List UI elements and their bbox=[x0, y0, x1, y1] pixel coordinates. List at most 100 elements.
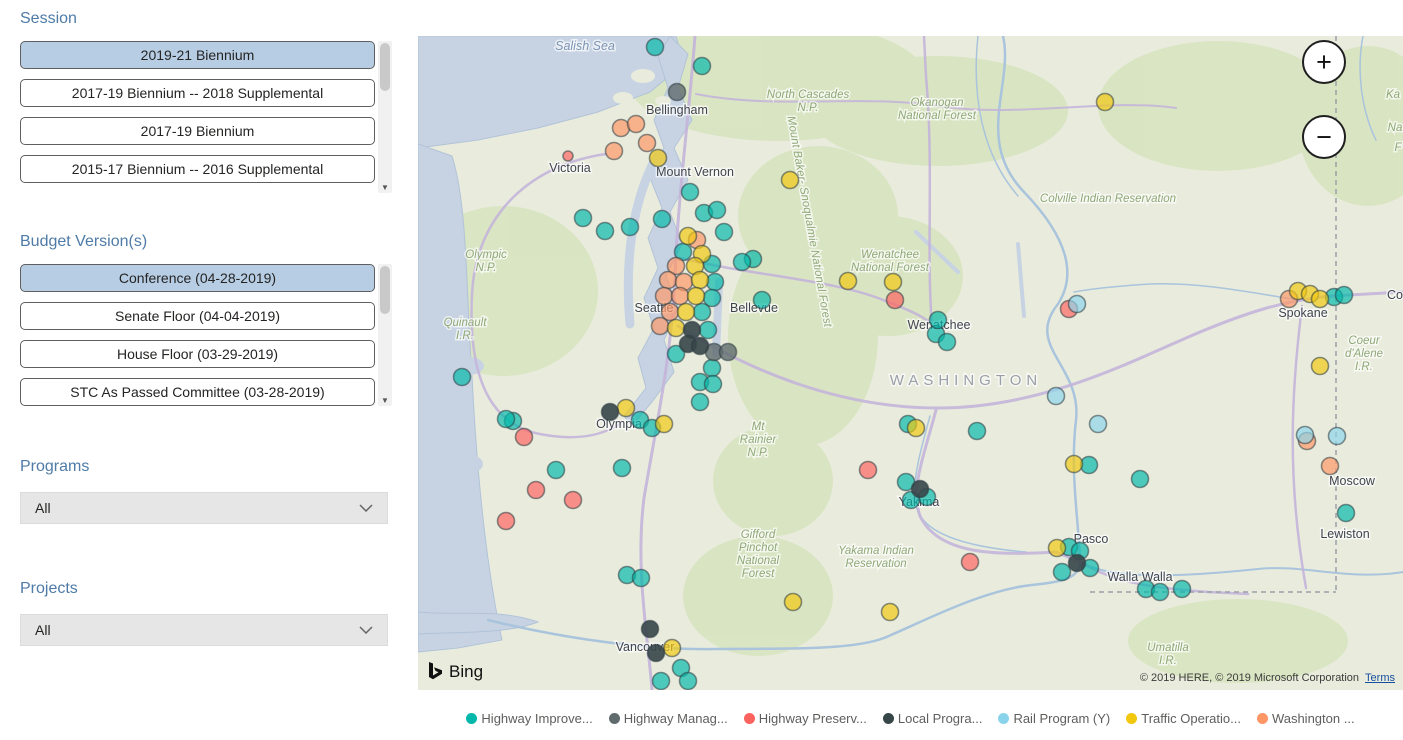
legend-item[interactable]: Traffic Operatio... bbox=[1126, 711, 1241, 726]
map-point-ws[interactable] bbox=[654, 286, 674, 306]
map-point-hi[interactable] bbox=[698, 320, 718, 340]
map-point-hi[interactable] bbox=[452, 367, 472, 387]
map-point-lp[interactable] bbox=[600, 402, 620, 422]
zoom-out-button[interactable]: − bbox=[1302, 115, 1346, 159]
terms-link[interactable]: Terms bbox=[1365, 672, 1395, 684]
map-point-hi[interactable] bbox=[652, 209, 672, 229]
map-point-to[interactable] bbox=[883, 272, 903, 292]
map-point-to[interactable] bbox=[1095, 92, 1115, 112]
zoom-in-button[interactable]: + bbox=[1302, 40, 1346, 84]
budget-option[interactable]: House Floor (03-29-2019) bbox=[20, 340, 375, 368]
map-point-lp[interactable] bbox=[640, 619, 660, 639]
map-point-hi[interactable] bbox=[666, 344, 686, 364]
map-point-to[interactable] bbox=[662, 638, 682, 658]
map-point-hi[interactable] bbox=[595, 221, 615, 241]
map-point-hi[interactable] bbox=[1130, 469, 1150, 489]
map-point-rp[interactable] bbox=[1295, 425, 1315, 445]
scrollbar-thumb[interactable] bbox=[380, 43, 390, 91]
map-point-hi[interactable] bbox=[1172, 579, 1192, 599]
scroll-down-icon[interactable]: ▼ bbox=[381, 396, 389, 405]
map-point-hi[interactable] bbox=[612, 458, 632, 478]
map-point-hp[interactable] bbox=[496, 511, 516, 531]
map-point-ws[interactable] bbox=[666, 256, 686, 276]
map-point-ws[interactable] bbox=[604, 141, 624, 161]
map-point-to[interactable] bbox=[783, 592, 803, 612]
map-point-hi[interactable] bbox=[937, 332, 957, 352]
map-point-hi[interactable] bbox=[678, 671, 698, 690]
map-point-hm[interactable] bbox=[718, 342, 738, 362]
legend-item[interactable]: Washington ... bbox=[1256, 711, 1355, 726]
map-point-ws[interactable] bbox=[658, 270, 678, 290]
map-point-to[interactable] bbox=[1047, 538, 1067, 558]
map-point-hp[interactable] bbox=[526, 480, 546, 500]
map-point-to[interactable] bbox=[648, 148, 668, 168]
map-point-lp[interactable] bbox=[910, 479, 930, 499]
map-point-hi[interactable] bbox=[703, 374, 723, 394]
map-point-hm[interactable] bbox=[667, 82, 687, 102]
map[interactable]: Salish Sea Bellingham North Cascades N.P. Ok… bbox=[418, 36, 1403, 690]
legend-item[interactable]: Local Progra... bbox=[882, 711, 982, 726]
map-point-hp[interactable] bbox=[858, 460, 878, 480]
map-point-hi[interactable] bbox=[651, 671, 671, 690]
map-point-hi[interactable] bbox=[928, 310, 948, 330]
map-point-to[interactable] bbox=[616, 398, 636, 418]
budget-option[interactable]: Senate Floor (04-04-2019) bbox=[20, 302, 375, 330]
map-point-to[interactable] bbox=[838, 271, 858, 291]
map-point-hi[interactable] bbox=[714, 222, 734, 242]
map-point-ws[interactable] bbox=[626, 114, 646, 134]
map-point-to[interactable] bbox=[1310, 289, 1330, 309]
map-point-to[interactable] bbox=[678, 226, 698, 246]
map-point-to[interactable] bbox=[906, 418, 926, 438]
map-point-hi[interactable] bbox=[690, 392, 710, 412]
map-point-to[interactable] bbox=[1310, 356, 1330, 376]
map-point-hi[interactable] bbox=[573, 208, 593, 228]
budget-scrollbar[interactable]: ▼ bbox=[378, 264, 392, 406]
legend-item[interactable]: Highway Improve... bbox=[466, 711, 593, 726]
map-point-hi[interactable] bbox=[692, 56, 712, 76]
map-point-lp[interactable] bbox=[646, 643, 666, 663]
session-scrollbar[interactable]: ▼ bbox=[378, 41, 392, 193]
map-point-hi[interactable] bbox=[967, 421, 987, 441]
session-option[interactable]: 2019-21 Biennium bbox=[20, 41, 375, 69]
map-point-to[interactable] bbox=[880, 602, 900, 622]
map-point-to[interactable] bbox=[666, 318, 686, 338]
map-point-hp[interactable] bbox=[885, 290, 905, 310]
budget-option[interactable]: STC As Passed Committee (03-28-2019) bbox=[20, 378, 375, 406]
map-point-ws[interactable] bbox=[650, 316, 670, 336]
map-point-hi[interactable] bbox=[620, 217, 640, 237]
map-point-rp[interactable] bbox=[1067, 294, 1087, 314]
map-point-ws[interactable] bbox=[1320, 456, 1340, 476]
map-point-to[interactable] bbox=[686, 286, 706, 306]
map-point-rp[interactable] bbox=[1327, 426, 1347, 446]
session-option[interactable]: 2017-19 Biennium -- 2018 Supplemental bbox=[20, 79, 375, 107]
map-point-hp[interactable] bbox=[514, 427, 534, 447]
map-point-hi[interactable] bbox=[732, 252, 752, 272]
map-point-to[interactable] bbox=[780, 170, 800, 190]
map-point-to[interactable] bbox=[690, 270, 710, 290]
map-point-hp[interactable] bbox=[562, 150, 574, 162]
map-point-ws[interactable] bbox=[637, 133, 657, 153]
map-point-hi[interactable] bbox=[1150, 582, 1170, 602]
map-point-rp[interactable] bbox=[1088, 414, 1108, 434]
map-point-to[interactable] bbox=[676, 302, 696, 322]
map-point-hi[interactable] bbox=[707, 200, 727, 220]
map-point-lp[interactable] bbox=[690, 336, 710, 356]
map-point-hi[interactable] bbox=[645, 37, 665, 57]
map-point-hi[interactable] bbox=[496, 409, 516, 429]
programs-dropdown[interactable]: All bbox=[20, 492, 388, 524]
map-point-hi[interactable] bbox=[680, 182, 700, 202]
map-point-rp[interactable] bbox=[1046, 386, 1066, 406]
session-option[interactable]: 2015-17 Biennium -- 2016 Supplemental bbox=[20, 155, 375, 183]
legend-item[interactable]: Highway Manag... bbox=[608, 711, 728, 726]
map-point-ws[interactable] bbox=[670, 286, 690, 306]
map-point-hi[interactable] bbox=[752, 290, 772, 310]
projects-dropdown[interactable]: All bbox=[20, 614, 388, 646]
legend-item[interactable]: Rail Program (Y) bbox=[998, 711, 1110, 726]
map-point-hi[interactable] bbox=[631, 568, 651, 588]
map-canvas[interactable]: Salish Sea Bellingham North Cascades N.P. Ok… bbox=[418, 36, 1403, 690]
map-point-to[interactable] bbox=[654, 414, 674, 434]
session-option[interactable]: 2017-19 Biennium bbox=[20, 117, 375, 145]
scroll-down-icon[interactable]: ▼ bbox=[381, 183, 389, 192]
map-point-hi[interactable] bbox=[1334, 285, 1354, 305]
map-point-hp[interactable] bbox=[960, 552, 980, 572]
